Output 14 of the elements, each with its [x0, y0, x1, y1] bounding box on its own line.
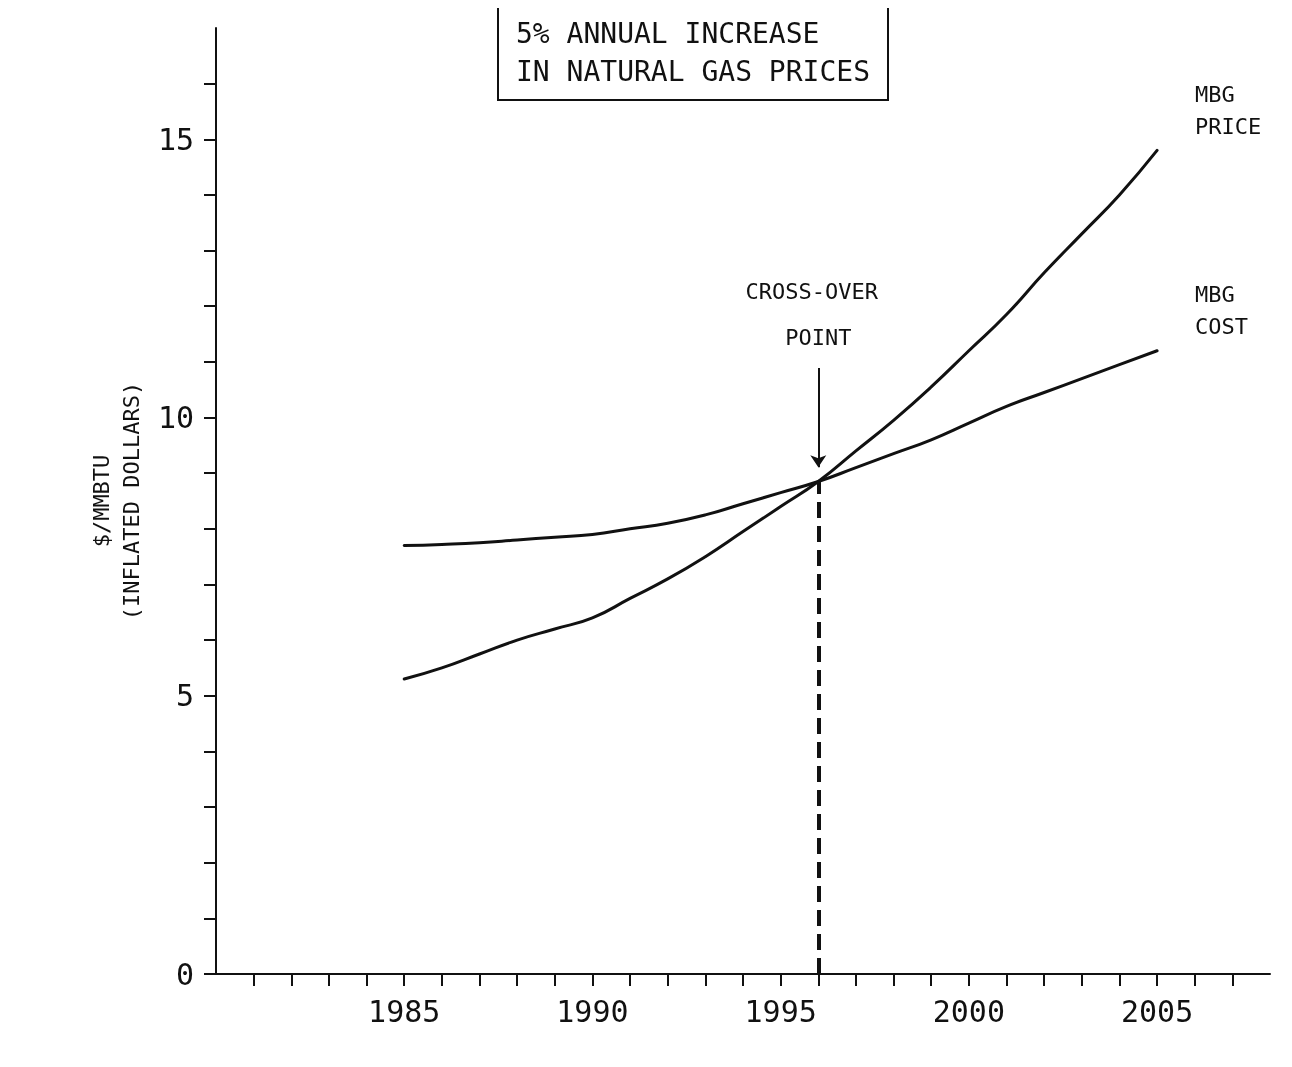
x-tick-label: 2005	[1120, 993, 1194, 1029]
series-label: MBG COST	[1195, 282, 1249, 340]
annotation: CROSS-OVER POINT	[745, 278, 892, 350]
y-tick-label: 0	[175, 956, 194, 992]
series-label: MBG PRICE	[1195, 81, 1262, 139]
y-tick-label: 15	[157, 121, 194, 157]
x-tick-label: 1985	[368, 993, 441, 1029]
y-axis-title: $/MMBTU (INFLATED DOLLARS)	[88, 381, 144, 621]
x-tick-label: 1995	[744, 993, 817, 1029]
y-tick-label: 5	[175, 678, 194, 714]
x-tick-label: 2000	[932, 993, 1005, 1029]
chart-title: 5% ANNUAL INCREASE IN NATURAL GAS PRICES	[516, 16, 871, 88]
y-tick-label: 10	[157, 400, 194, 436]
x-tick-label: 1990	[556, 993, 629, 1029]
